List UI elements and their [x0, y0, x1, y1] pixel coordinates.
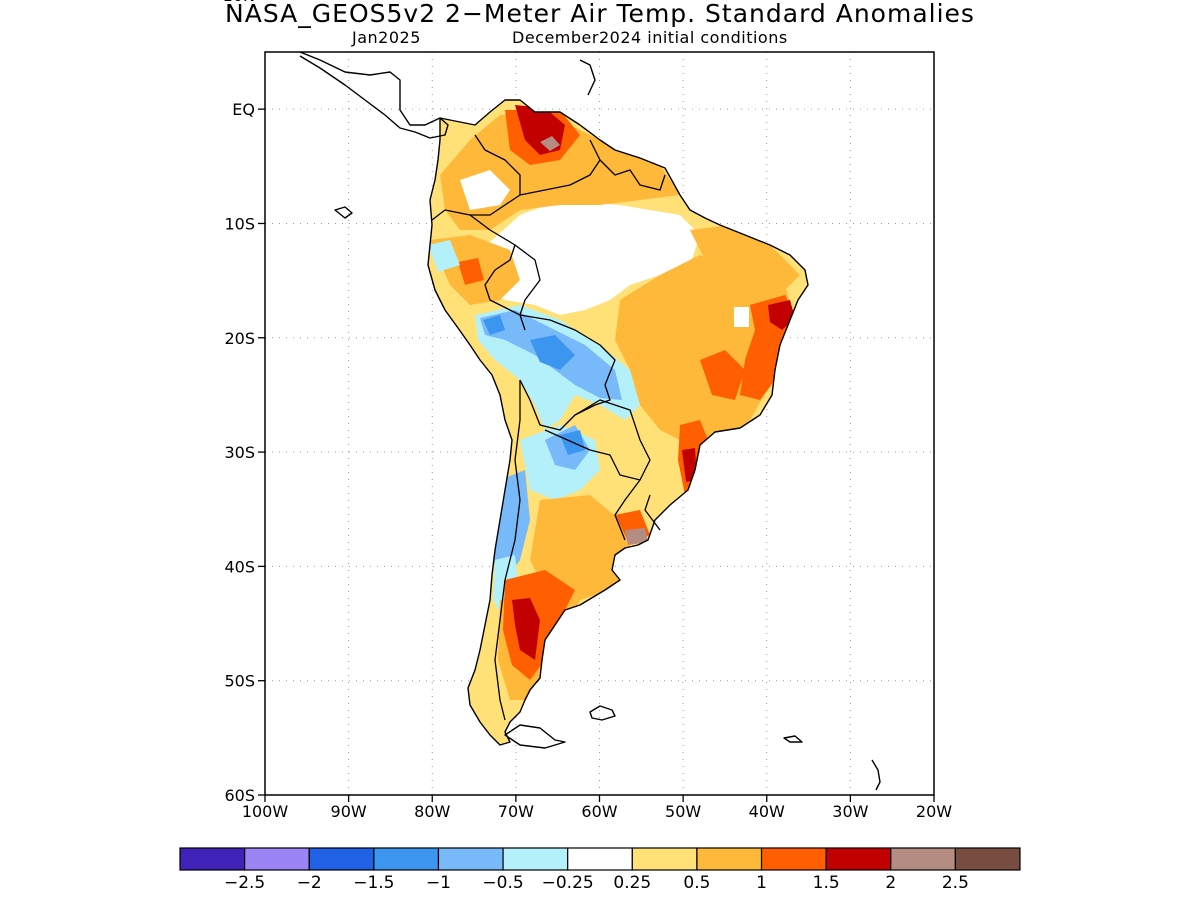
y-tick-label: EQ	[232, 100, 255, 119]
border-guianas	[599, 159, 666, 191]
border-brazil-uruguay	[644, 494, 661, 531]
colorbar-swatch	[631, 847, 698, 871]
colorbar: −2.5 −2 −1.5 −1 −0.5 −0.25 0.25 0.5 1 1.5 2 2.5	[179, 847, 1021, 893]
colorbar-label: 1.5	[813, 873, 840, 893]
colorbar-label: 0.25	[613, 873, 651, 893]
y-tick-label: 50S	[224, 672, 255, 691]
colorbar-label: −1	[426, 873, 451, 893]
colorbar-swatch	[437, 847, 504, 871]
x-tick-label: 20W	[916, 802, 952, 821]
x-tick-label: 60W	[581, 802, 617, 821]
y-tick-label: 20S	[224, 329, 255, 348]
colorbar-swatch	[825, 847, 892, 871]
y-tick-label: 60S	[224, 786, 255, 805]
anomaly-region-peru-cool	[483, 315, 505, 335]
anomaly-region-missing-square	[734, 307, 749, 327]
colorbar-label: 0.5	[683, 873, 710, 893]
y-tick-label: 10S	[224, 214, 255, 233]
anomaly-region-ecuador-cool	[428, 240, 460, 272]
colorbar-swatch	[179, 847, 246, 871]
colorbar-swatch	[244, 847, 310, 871]
y-tick-label: 10N	[223, 0, 255, 5]
coastlines	[299, 51, 881, 791]
x-tick-label: 50W	[665, 802, 701, 821]
colorbar-label: 2.5	[942, 873, 969, 893]
colorbar-swatch	[954, 847, 1021, 871]
anomaly-region-patagonia-core	[512, 598, 540, 660]
colorbar-label: 1	[756, 873, 767, 893]
map-title: NASA_GEOS5v2 2−Meter Air Temp. Standard …	[225, 0, 975, 28]
border-venezuela-brazil	[519, 139, 601, 196]
x-tick-label: 40W	[749, 802, 785, 821]
anomaly-region-peru-strong	[458, 258, 484, 285]
colorbar-swatch	[890, 847, 956, 871]
colorbar-label: 2	[885, 873, 896, 893]
caribbean-coastline	[579, 59, 596, 96]
south-america-coastline	[427, 99, 809, 746]
y-tick-label: 30S	[224, 443, 255, 462]
border-bolivia	[519, 314, 616, 431]
x-tick-label: 80W	[414, 802, 450, 821]
anomaly-region-amazon-neutral	[470, 200, 700, 315]
tierra-del-fuego	[504, 724, 566, 749]
colorbar-label: −1.5	[353, 873, 394, 893]
colorbar-swatch	[308, 847, 375, 871]
colorbar-swatch	[373, 847, 440, 871]
border-colombia-venezuela	[470, 134, 521, 216]
anomaly-shading	[428, 100, 808, 745]
x-tick-label: 90W	[331, 802, 367, 821]
colorbar-label: −2	[297, 873, 322, 893]
anomaly-region-central-brazil-strong	[700, 350, 745, 400]
anomaly-region-pampas-warm	[530, 495, 635, 600]
colorbar-swatch	[502, 847, 569, 871]
colorbar-swatch	[760, 847, 827, 871]
colorbar-label: −2.5	[224, 873, 265, 893]
x-tick-label: 70W	[498, 802, 534, 821]
border-argentina-uruguay	[614, 479, 641, 541]
south-georgia-island	[783, 735, 803, 743]
central-america-coastline	[299, 51, 449, 139]
colorbar-label: −0.25	[542, 873, 594, 893]
initial-conditions-label: December2024 initial conditions	[512, 28, 788, 47]
border-chile-argentina	[494, 380, 521, 721]
anomaly-region-uruguay-extreme	[625, 528, 648, 545]
border-peru-brazil	[514, 244, 541, 316]
galapagos-islands	[334, 206, 353, 219]
colorbar-swatch	[696, 847, 763, 871]
anomaly-region-colombia-neutral	[460, 170, 510, 210]
sandwich-islands	[871, 759, 881, 791]
x-tick-label: 100W	[242, 802, 289, 821]
border-paraguay	[574, 399, 651, 481]
longitude-axis: 100W 90W 80W 70W 60W 50W 40W 30W 20W	[242, 795, 952, 821]
country-borders	[431, 134, 666, 721]
latitude-axis: 10N EQ 10S 20S 30S 40S 50S 60S	[223, 0, 265, 805]
colorbar-swatch	[567, 847, 633, 871]
anomaly-region-ne-brazil-warm	[690, 225, 800, 295]
anomaly-region-bolivia-cool-core	[530, 335, 575, 370]
border-colombia-ecuador-peru	[431, 209, 526, 331]
colorbar-label: −0.5	[482, 873, 523, 893]
border-argentina-north	[544, 429, 591, 451]
anomaly-region-venezuela-extreme	[540, 136, 560, 151]
falkland-islands	[589, 705, 616, 721]
forecast-month: Jan2025	[352, 28, 421, 47]
y-tick-label: 40S	[224, 557, 255, 576]
x-tick-label: 30W	[832, 802, 868, 821]
